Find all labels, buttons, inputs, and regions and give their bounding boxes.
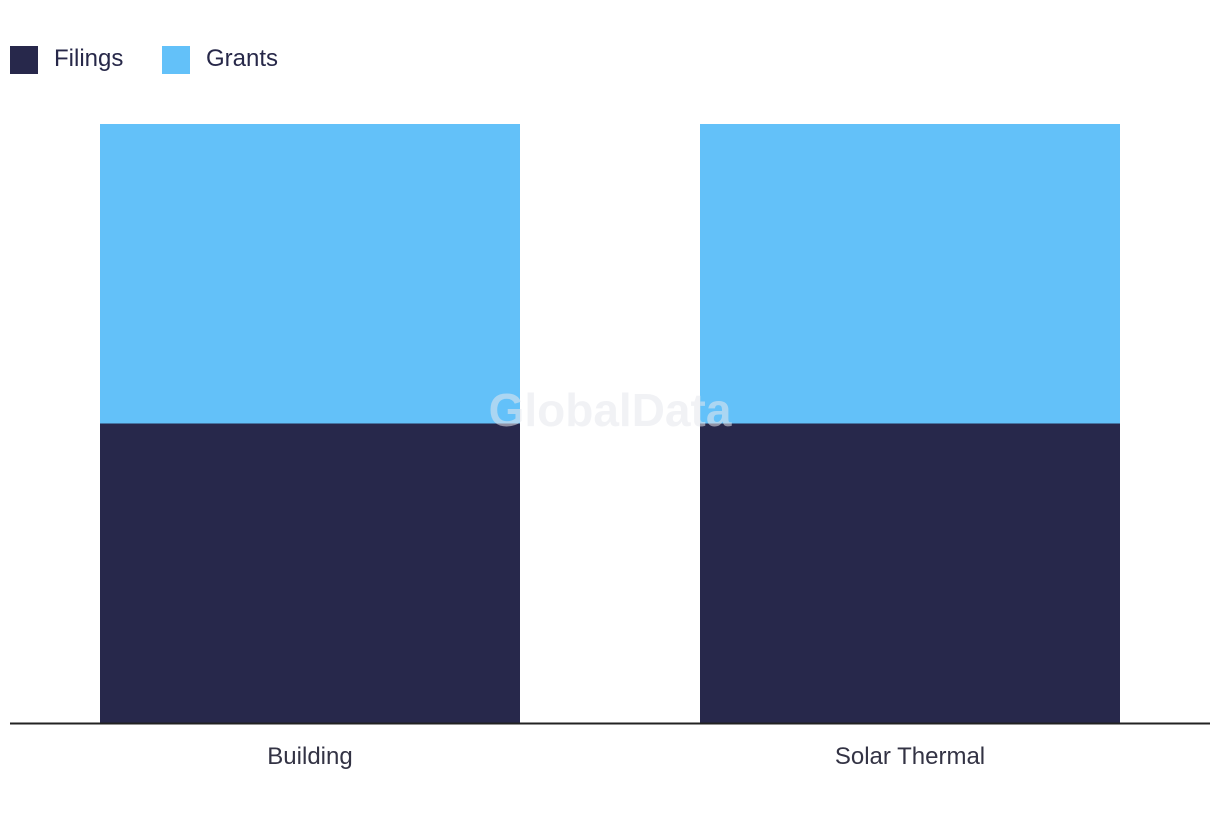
legend-label-grants: Grants bbox=[206, 45, 278, 72]
legend-swatch-filings bbox=[10, 46, 38, 74]
legend-label-filings: Filings bbox=[54, 45, 123, 72]
bar-solar-thermal-grants bbox=[700, 124, 1120, 424]
watermark-logo: GlobalData bbox=[489, 384, 732, 436]
x-axis-tick-labels: Building Solar Thermal bbox=[267, 743, 985, 770]
legend-swatch-grants bbox=[162, 46, 190, 74]
x-tick-label-building: Building bbox=[267, 743, 352, 770]
x-tick-label-solar-thermal: Solar Thermal bbox=[835, 743, 985, 770]
bar-building-grants bbox=[100, 124, 520, 424]
bar-solar-thermal-filings bbox=[700, 423, 1120, 723]
legend: Filings Grants bbox=[10, 45, 278, 74]
bars bbox=[100, 124, 1120, 723]
bar-building-filings bbox=[100, 423, 520, 723]
